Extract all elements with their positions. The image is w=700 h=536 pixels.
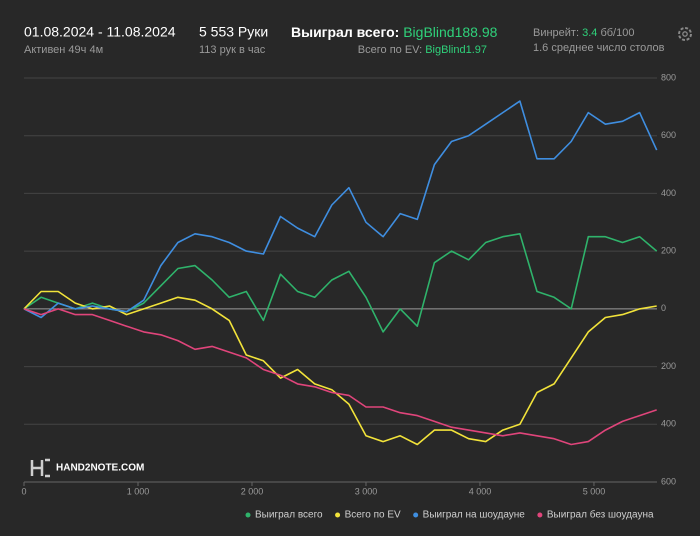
hands: 5 553 Руки xyxy=(199,24,268,40)
x-tick-label: 2 000 xyxy=(241,486,264,496)
legend-marker xyxy=(335,512,341,518)
legend-label: Выиграл всего xyxy=(255,510,323,521)
logo: HAND2NOTE.COM xyxy=(30,458,144,478)
x-tick-label: 5 000 xyxy=(583,486,606,496)
gear[interactable] xyxy=(678,27,692,41)
series-line xyxy=(23,100,658,319)
x-tick-label: 0 xyxy=(21,486,26,496)
winrate-label: Винрейт: xyxy=(533,27,579,39)
legend-label: Выиграл на шоудауне xyxy=(423,510,526,521)
x-tick-label: 4 000 xyxy=(469,486,492,496)
logo-text: HAND2NOTE.COM xyxy=(56,463,144,474)
gear-hub[interactable] xyxy=(682,31,688,37)
y-tick-label: 200 xyxy=(661,246,676,256)
y-tick-label: 200 xyxy=(661,361,676,371)
series-line xyxy=(23,290,657,446)
date-range: 01.08.2024 - 11.08.2024 xyxy=(24,24,176,40)
x-tick-label: 1 000 xyxy=(127,486,150,496)
ev-label: Всего по EV: xyxy=(358,44,422,56)
hands-per-hour: 113 рук в час xyxy=(199,44,266,56)
ev-value: BigBlind1.97 xyxy=(425,44,487,56)
won-label: Выиграл всего: xyxy=(291,24,399,40)
legend-marker xyxy=(537,512,543,518)
y-tick-label: 400 xyxy=(661,419,676,429)
y-tick-label: 800 xyxy=(661,72,676,82)
x-tick-label: 3 000 xyxy=(355,486,378,496)
series-line xyxy=(23,308,657,446)
legend-marker xyxy=(245,512,251,518)
legend-marker xyxy=(413,512,419,518)
settings-button[interactable] xyxy=(678,27,692,41)
y-tick-label: 0 xyxy=(661,303,666,313)
y-tick-label: 600 xyxy=(661,130,676,140)
won-value: BigBlind188.98 xyxy=(403,24,497,40)
winrate-unit: бб/100 xyxy=(600,27,634,39)
active-time: Активен 49ч 4м xyxy=(24,44,103,56)
ev-total: Всего по EV: BigBlind1.97 xyxy=(358,44,487,56)
winrate: Винрейт: 3.4 бб/100 xyxy=(533,27,634,39)
logo-icon xyxy=(30,458,50,478)
legend-label: Всего по EV xyxy=(345,510,401,521)
y-tick-label: 400 xyxy=(661,188,676,198)
tables: 1.6 среднее число столов xyxy=(533,42,665,54)
won-total: Выиграл всего: BigBlind188.98 xyxy=(291,24,498,40)
legend-label: Выиграл без шоудауна xyxy=(547,509,654,521)
y-tick-label: 600 xyxy=(661,476,676,486)
winrate-value: 3.4 xyxy=(582,27,597,39)
